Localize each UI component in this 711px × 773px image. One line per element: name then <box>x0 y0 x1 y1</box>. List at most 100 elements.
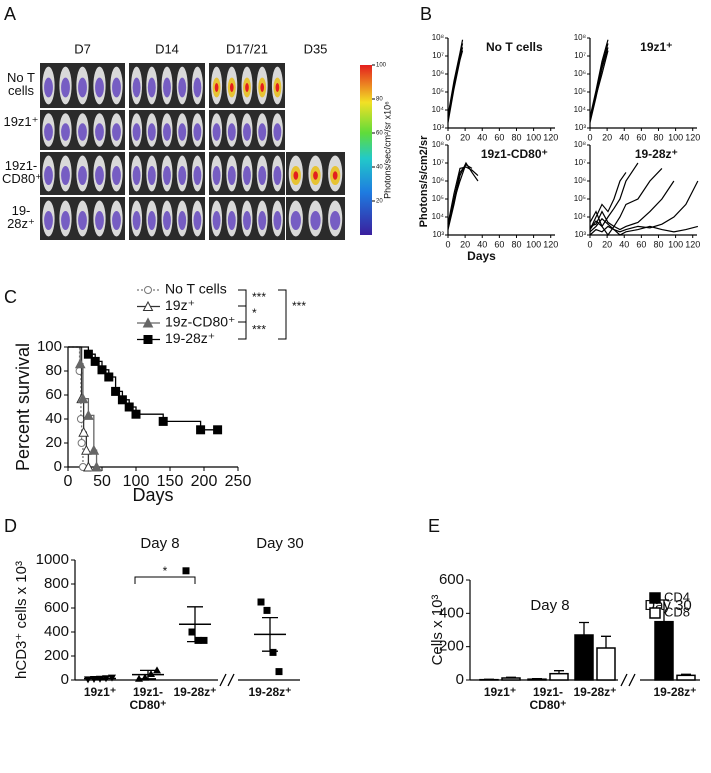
y-tick-label: 10⁴ <box>432 212 445 221</box>
y-tick-label: 40 <box>45 410 62 427</box>
y-tick-label: 10⁶ <box>432 69 444 78</box>
bar <box>676 674 696 681</box>
signal <box>163 166 171 185</box>
subplot-title: 19z1⁺ <box>640 40 672 54</box>
data-line <box>589 180 699 233</box>
x-tick-label: 80 <box>653 132 663 142</box>
x-tick-label: 100 <box>668 132 683 142</box>
y-tick-label: 10⁷ <box>574 51 586 60</box>
marker <box>81 444 92 455</box>
marker <box>131 409 141 419</box>
colorbar-tick-label: 80 <box>376 97 383 103</box>
signal <box>227 166 236 185</box>
y-tick-label: 10⁴ <box>574 212 587 221</box>
y-tick-label: 10³ <box>432 123 444 132</box>
marker <box>83 461 94 472</box>
marker <box>83 349 93 359</box>
sig-bracket <box>238 289 247 307</box>
y-tick-label: 1000 <box>36 551 69 568</box>
y-tick-label: 10⁸ <box>432 33 444 42</box>
data-line <box>589 172 627 230</box>
data-line <box>589 162 639 230</box>
signal <box>163 211 171 230</box>
signal <box>61 166 70 185</box>
signal-core <box>260 83 265 92</box>
x-tick-label: 20 <box>602 132 612 142</box>
column-header: D14 <box>155 41 179 56</box>
legend-label: 19z-CD80⁺ <box>165 314 235 330</box>
subplot-title: 19z1-CD80⁺ <box>481 147 548 161</box>
x-tick-label: 0 <box>445 239 450 249</box>
marker <box>213 425 223 435</box>
x-tick-label: 40 <box>619 132 629 142</box>
marker <box>124 402 134 412</box>
marker <box>91 461 102 472</box>
signal <box>44 123 53 141</box>
point <box>275 668 283 676</box>
colorbar-tick-label: 40 <box>376 165 383 171</box>
y-tick-label: 10⁵ <box>432 194 444 203</box>
y-tick-label: 10⁴ <box>432 105 445 114</box>
y-tick-label: 10³ <box>432 230 444 239</box>
y-tick-label: 0 <box>456 671 464 688</box>
signal <box>310 211 321 230</box>
axis-break <box>620 673 636 687</box>
panel-label: B <box>420 4 432 24</box>
signal <box>193 211 202 230</box>
y-tick-label: 80 <box>45 362 62 379</box>
legend-swatch <box>649 592 661 604</box>
data-line <box>447 39 464 116</box>
y-tick-label: 10⁸ <box>432 140 444 149</box>
data-line <box>589 50 609 120</box>
row-label: No T cells <box>7 69 35 99</box>
day-label: Day 8 <box>140 535 179 552</box>
x-tick-label: 0 <box>587 239 592 249</box>
marker <box>196 425 206 435</box>
y-tick-label: 10⁶ <box>574 69 586 78</box>
signal-core <box>275 83 280 92</box>
signal <box>258 123 267 141</box>
subplot-title: 19-28z⁺ <box>635 147 678 161</box>
x-tick-label: 120 <box>685 132 700 142</box>
marker <box>97 365 107 375</box>
x-tick-label: 20 <box>460 239 470 249</box>
data-line <box>447 50 464 123</box>
signal-core <box>229 83 234 92</box>
y-tick-label: 20 <box>45 434 62 451</box>
point <box>257 598 265 606</box>
column-header: D35 <box>304 41 328 56</box>
y-axis-label: Cells x 10³ <box>429 595 446 666</box>
x-tick-label: 60 <box>636 239 646 249</box>
x-tick-label: 0 <box>587 132 592 142</box>
signal <box>193 77 202 98</box>
point <box>182 567 190 575</box>
y-tick-label: 800 <box>44 575 69 592</box>
legend-marker <box>142 317 154 328</box>
y-tick-label: 10⁸ <box>574 140 586 149</box>
signal <box>273 123 282 141</box>
bar <box>596 647 616 681</box>
signal <box>258 211 267 230</box>
data-line <box>447 163 467 227</box>
colorbar-tick-label: 60 <box>376 131 383 137</box>
marker <box>74 358 86 369</box>
error-bar <box>579 621 589 635</box>
legend-marker <box>142 300 154 311</box>
point <box>153 666 161 674</box>
x-tick-label: 20 <box>460 132 470 142</box>
signal <box>147 123 156 141</box>
y-tick-label: 10⁵ <box>574 87 586 96</box>
signal <box>258 166 267 185</box>
x-tick-label: 120 <box>685 239 700 249</box>
bar <box>574 634 594 681</box>
x-tick-label: 19-28z⁺ <box>573 685 617 699</box>
x-tick-label: 60 <box>636 132 646 142</box>
x-tick-label: 0 <box>64 473 73 490</box>
marker <box>104 372 114 382</box>
row-label: 19z1-CD80⁺ <box>2 157 43 187</box>
bar <box>654 620 674 681</box>
signal <box>61 77 70 98</box>
data-line <box>447 161 479 230</box>
x-axis-label: Days <box>467 249 496 263</box>
legend-marker <box>143 335 153 344</box>
